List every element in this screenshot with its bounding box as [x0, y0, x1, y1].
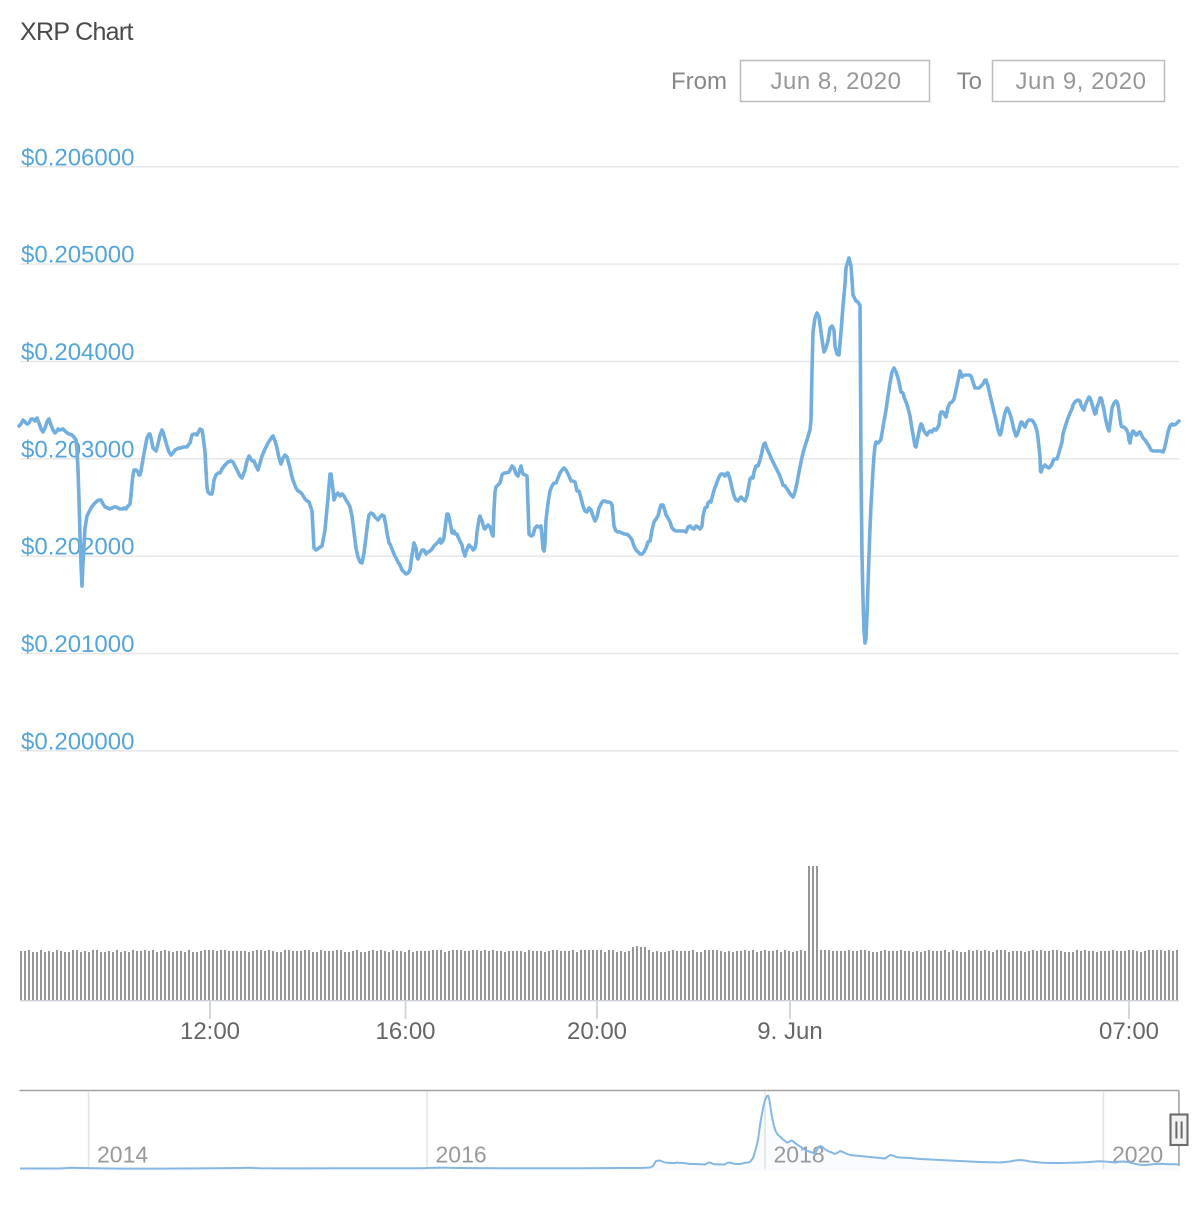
svg-text:To: To: [957, 68, 982, 95]
svg-text:2014: 2014: [97, 1142, 148, 1168]
svg-text:16:00: 16:00: [375, 1018, 435, 1045]
svg-text:07:00: 07:00: [1099, 1018, 1159, 1045]
svg-text:2016: 2016: [436, 1142, 487, 1168]
svg-text:$0.201000: $0.201000: [21, 631, 134, 658]
svg-text:$0.204000: $0.204000: [21, 339, 134, 366]
svg-text:$0.205000: $0.205000: [21, 242, 134, 269]
svg-text:From: From: [671, 68, 727, 95]
svg-text:XRP Chart: XRP Chart: [20, 18, 133, 46]
svg-text:20:00: 20:00: [567, 1018, 627, 1045]
svg-text:$0.200000: $0.200000: [21, 728, 134, 755]
svg-text:$0.202000: $0.202000: [21, 534, 134, 561]
svg-text:Jun 9, 2020: Jun 9, 2020: [1016, 68, 1147, 95]
svg-text:9. Jun: 9. Jun: [757, 1018, 822, 1045]
svg-text:12:00: 12:00: [180, 1018, 240, 1045]
svg-text:$0.206000: $0.206000: [21, 144, 134, 171]
svg-text:Jun 8, 2020: Jun 8, 2020: [771, 68, 902, 95]
